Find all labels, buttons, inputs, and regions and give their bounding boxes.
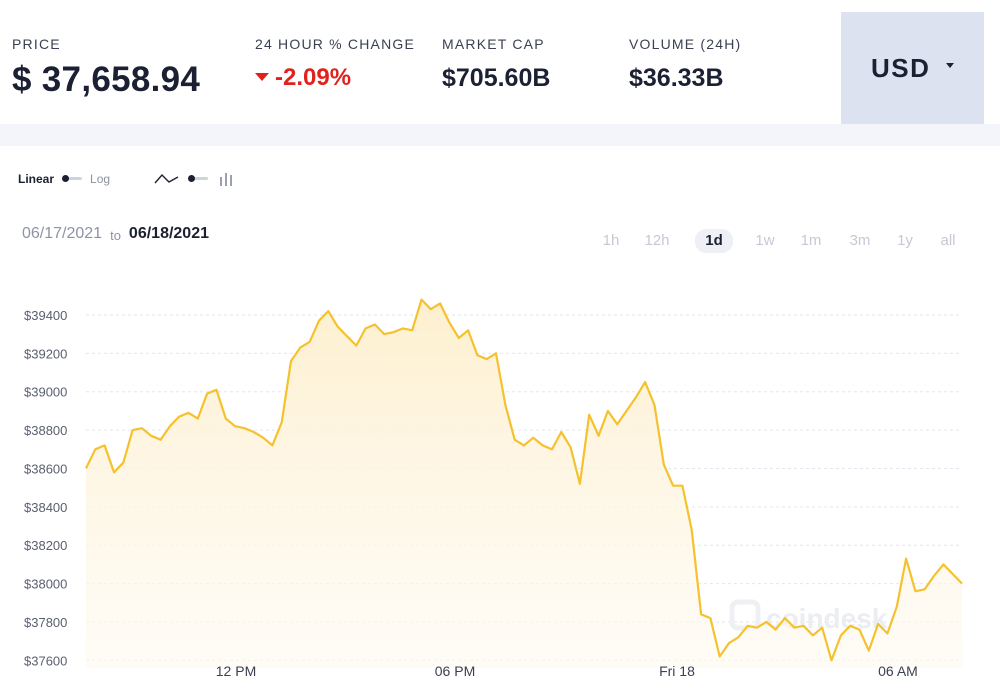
price-value: $ 37,658.94	[12, 60, 201, 99]
scale-linear-label[interactable]: Linear	[18, 172, 55, 186]
y-axis: $37600 $37800 $38000 $38200 $38400 $38600 $388…	[24, 308, 67, 668]
caret-down-icon	[946, 62, 955, 68]
y-tick-label: $39200	[24, 346, 67, 361]
date-range: 06/17/2021 to 06/18/2021	[22, 225, 209, 243]
y-tick-label: $37600	[24, 653, 67, 668]
toggle-track	[192, 177, 209, 180]
y-tick-label: $39400	[24, 308, 67, 323]
header-divider	[0, 124, 1000, 146]
chart-controls: Linear Log	[18, 168, 236, 190]
y-tick-label: $39000	[24, 385, 67, 400]
y-tick-label: $38400	[24, 500, 67, 515]
range-start-date[interactable]: 06/17/2021	[22, 225, 103, 242]
price-line	[85, 298, 963, 662]
currency-label: USD	[871, 52, 931, 83]
price-label: PRICE	[12, 36, 61, 52]
range-to-word: to	[110, 228, 121, 243]
change-stat: 24 HOUR % CHANGE -2.09%	[255, 36, 415, 92]
period-12h[interactable]: 12h	[644, 232, 670, 249]
y-tick-label: $38200	[24, 538, 67, 553]
toggle-knob	[188, 175, 196, 182]
price-area-fill	[86, 299, 962, 668]
volume-stat: VOLUME (24H) $36.33B	[629, 36, 741, 93]
coindesk-logo-icon	[729, 599, 761, 631]
price-chart[interactable]: $37600 $37800 $38000 $38200 $38400 $38600 $388…	[0, 290, 1000, 700]
down-arrow-icon	[255, 72, 269, 81]
bar-chart-icon[interactable]	[218, 171, 236, 187]
market-cap-label: MARKET CAP	[442, 36, 545, 52]
toggle-track	[66, 177, 83, 180]
period-1y[interactable]: 1y	[897, 232, 913, 249]
period-1m[interactable]: 1m	[800, 232, 822, 249]
x-axis: 12 PM 06 PM Fri 18 06 AM	[216, 663, 918, 679]
period-1h[interactable]: 1h	[602, 232, 620, 249]
market-cap-value: $705.60B	[442, 64, 551, 92]
market-cap-stat: MARKET CAP $705.60B	[442, 36, 550, 93]
x-tick-label: 06 PM	[435, 663, 475, 679]
chart-type-toggle[interactable]	[188, 174, 210, 184]
range-end-date[interactable]: 06/18/2021	[128, 225, 209, 242]
period-all[interactable]: all	[940, 232, 956, 249]
change-label: 24 HOUR % CHANGE	[255, 36, 416, 52]
y-tick-label: $38800	[24, 423, 67, 438]
toggle-knob	[62, 175, 70, 182]
line-chart-icon[interactable]	[154, 171, 180, 187]
stats-bar: PRICE $ 37,658.94 24 HOUR % CHANGE -2.09…	[0, 0, 1000, 124]
x-tick-label: 12 PM	[216, 663, 256, 679]
x-tick-label: Fri 18	[659, 663, 695, 679]
currency-dropdown[interactable]: USD	[841, 12, 984, 124]
y-tick-label: $38600	[24, 461, 67, 476]
y-tick-label: $37800	[24, 615, 67, 630]
period-1d[interactable]: 1d	[695, 229, 733, 253]
change-value: -2.09%	[275, 64, 352, 91]
scale-toggle[interactable]	[62, 174, 84, 184]
period-1w[interactable]: 1w	[755, 232, 775, 249]
scale-log-label[interactable]: Log	[90, 172, 111, 186]
price-stat: PRICE $ 37,658.94	[12, 36, 200, 100]
y-tick-label: $38000	[24, 577, 67, 592]
x-tick-label: 06 AM	[878, 663, 918, 679]
volume-label: VOLUME (24H)	[629, 36, 742, 52]
period-3m[interactable]: 3m	[849, 232, 871, 249]
change-value-wrap: -2.09%	[255, 64, 415, 92]
period-selector: 1h 12h 1d 1w 1m 3m 1y all	[594, 229, 974, 253]
volume-value: $36.33B	[629, 64, 724, 92]
